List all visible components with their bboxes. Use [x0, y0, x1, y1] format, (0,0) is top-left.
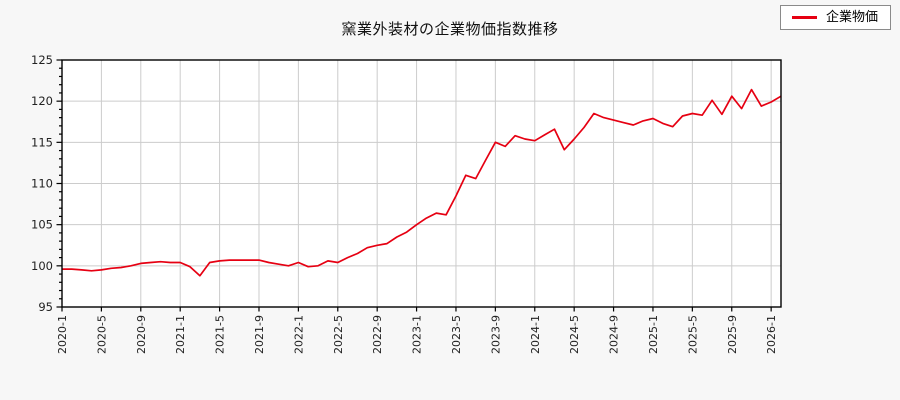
svg-text:2024-5: 2024-5: [568, 315, 581, 354]
svg-text:2021-5: 2021-5: [214, 315, 227, 354]
x-tick-labels: 2020-1 2020-5 2020-9 2021-1 2021-5 2021-9 2022…: [56, 315, 778, 354]
chart-title: 窯業外装材の企業物価指数推移: [341, 20, 559, 38]
svg-text:2020-9: 2020-9: [135, 315, 148, 354]
svg-text:2026-1: 2026-1: [765, 315, 778, 354]
series-line-企業物価: [62, 88, 782, 277]
legend: 企業物価: [779, 5, 891, 30]
svg-text:2025-9: 2025-9: [726, 315, 739, 354]
svg-text:2023-1: 2023-1: [411, 315, 424, 354]
svg-text:110: 110: [31, 177, 53, 191]
svg-text:2023-9: 2023-9: [489, 315, 502, 354]
y-ticks: [56, 59, 62, 308]
svg-text:2022-1: 2022-1: [292, 315, 305, 354]
svg-text:2025-5: 2025-5: [686, 315, 699, 354]
y-gridlines: [62, 100, 781, 267]
svg-text:2024-9: 2024-9: [608, 315, 621, 354]
svg-text:125: 125: [31, 53, 53, 67]
svg-text:2022-5: 2022-5: [332, 315, 345, 354]
legend-line-sample-icon: [791, 16, 817, 19]
svg-text:2021-9: 2021-9: [253, 315, 266, 354]
legend-series-label: 企業物価: [825, 10, 878, 25]
svg-text:2024-1: 2024-1: [529, 315, 542, 354]
svg-text:2021-1: 2021-1: [174, 315, 187, 354]
y-tick-labels: 95 100 105 110 115 120 125: [31, 53, 53, 314]
svg-text:2022-9: 2022-9: [371, 315, 384, 354]
svg-text:2023-5: 2023-5: [450, 315, 463, 354]
x-ticks: [61, 307, 772, 312]
svg-text:95: 95: [38, 300, 53, 314]
svg-text:2025-1: 2025-1: [647, 315, 660, 354]
svg-text:100: 100: [31, 259, 53, 273]
svg-text:2020-1: 2020-1: [56, 315, 69, 354]
svg-text:120: 120: [31, 94, 53, 108]
svg-text:105: 105: [31, 218, 53, 232]
svg-text:2020-5: 2020-5: [95, 315, 108, 354]
svg-text:115: 115: [31, 135, 53, 149]
x-gridlines: [100, 60, 772, 307]
